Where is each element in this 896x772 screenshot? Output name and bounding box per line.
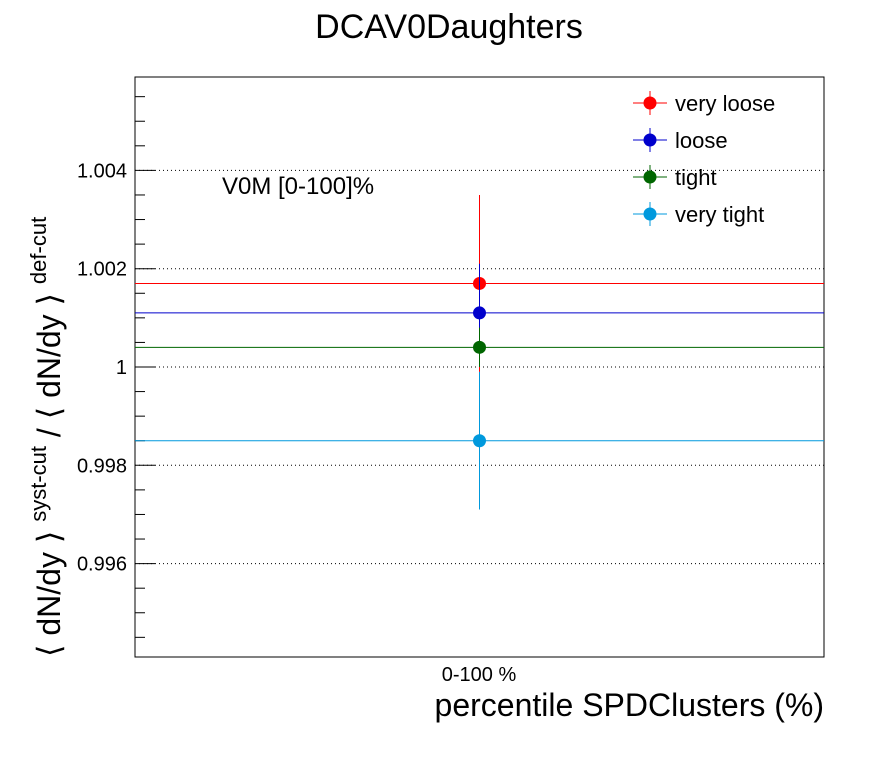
- legend-marker: [643, 170, 657, 184]
- series-loose: [135, 263, 824, 363]
- series-tight: [135, 327, 824, 367]
- y-label-sep: /: [31, 419, 67, 437]
- y-tick-label: 1.002: [77, 259, 127, 281]
- legend-label: tight: [675, 165, 717, 190]
- x-axis-label: percentile SPDClusters (%): [435, 687, 824, 723]
- y-tick-label: 0.998: [77, 455, 127, 477]
- legend: very loose loose tight very tight: [633, 91, 775, 227]
- data-point: [473, 434, 486, 448]
- data-series: [135, 194, 824, 510]
- data-point: [473, 306, 486, 320]
- legend-entry: very tight: [633, 202, 764, 227]
- y-tick-label: 0.996: [77, 554, 127, 576]
- legend-entry: loose: [633, 128, 728, 153]
- data-point: [473, 340, 486, 354]
- legend-marker: [643, 133, 657, 147]
- series-very-tight: [135, 371, 824, 510]
- legend-entry: very loose: [633, 91, 775, 116]
- annotation-label: V0M [0-100]%: [222, 173, 374, 200]
- legend-label: loose: [675, 128, 728, 153]
- legend-marker: [643, 96, 657, 110]
- y-tick-label: 1: [116, 357, 127, 379]
- y-label-part1: ⟨ dN/dy ⟩: [31, 531, 67, 657]
- y-axis-label: ⟨ dN/dy ⟩ syst-cut / ⟨ dN/dy ⟩ def-cut: [17, 217, 67, 657]
- y-axis: 0.996 0.998 1 1.002 1.004: [77, 96, 155, 638]
- legend-marker: [643, 207, 657, 221]
- y-label-part2: ⟨ dN/dy ⟩: [31, 293, 67, 419]
- svg-text:⟨ dN/dy ⟩ syst-cut: ⟨ dN/dy ⟩ syst-cut / ⟨ dN/dy ⟩ def-cut: [17, 217, 67, 657]
- legend-label: very tight: [675, 202, 764, 227]
- chart-title: DCAV0Daughters: [315, 8, 583, 46]
- y-label-sup2: def-cut: [26, 217, 51, 284]
- x-tick-label: 0-100 %: [442, 664, 517, 686]
- y-label-sup1: syst-cut: [26, 446, 51, 522]
- legend-entry: tight: [633, 165, 717, 190]
- legend-label: very loose: [675, 91, 775, 116]
- y-tick-label: 1.004: [77, 160, 127, 182]
